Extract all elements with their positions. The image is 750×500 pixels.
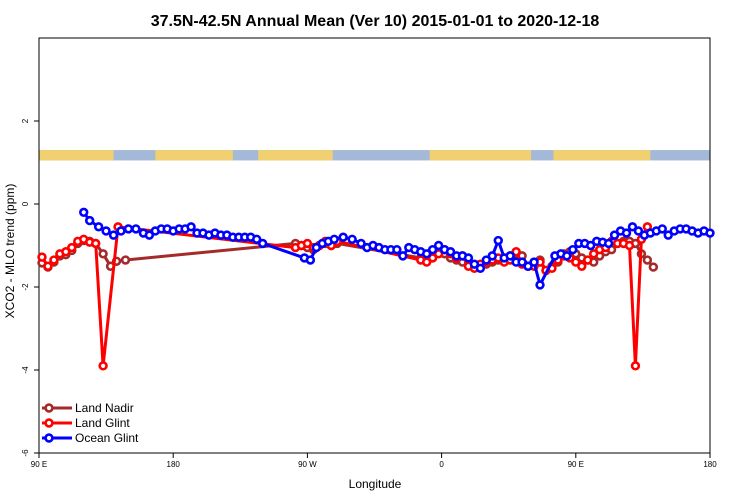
point-land-glint — [67, 242, 77, 253]
point-ocean-glint — [329, 234, 339, 244]
y-tick-label-4: 2 — [21, 118, 30, 123]
point-land-nadir — [120, 255, 131, 265]
point-land-glint — [583, 255, 593, 265]
point-ocean-glint — [475, 263, 486, 274]
point-land-glint — [630, 361, 641, 371]
point-ocean-glint — [257, 238, 268, 249]
point-land-glint — [37, 252, 47, 262]
point-land-glint — [302, 238, 313, 249]
x-axis-label: Longitude — [349, 477, 402, 491]
y-tick-label-0: -6 — [21, 449, 30, 457]
point-ocean-glint — [311, 242, 322, 253]
point-ocean-glint — [463, 253, 474, 263]
point-ocean-glint — [586, 240, 596, 251]
x-tick-label-3: 0 — [439, 460, 444, 469]
point-land-glint — [571, 257, 581, 267]
y-axis-label: XCO2 - MLO trend (ppm) — [3, 184, 17, 319]
point-ocean-glint — [445, 247, 456, 257]
x-tick-label-1: 180 — [167, 460, 181, 469]
point-ocean-glint — [144, 230, 155, 240]
legend-label-ocean-glint: Ocean Glint — [75, 431, 139, 445]
x-tick-label-4: 90 E — [568, 460, 584, 469]
point-ocean-glint — [535, 280, 545, 290]
point-land-glint — [427, 253, 438, 263]
y-tick-label-2: -2 — [21, 283, 30, 291]
point-ocean-glint — [93, 222, 104, 232]
point-ocean-glint — [116, 226, 126, 236]
x-tick-label-0: 90 E — [31, 460, 47, 469]
point-ocean-glint — [568, 244, 578, 255]
point-land-glint — [421, 257, 432, 267]
point-land-glint — [577, 261, 587, 271]
point-land-glint — [624, 240, 635, 251]
point-land-nadir — [642, 255, 653, 265]
point-land-glint — [90, 238, 101, 249]
point-ocean-glint — [347, 234, 357, 244]
point-land-glint — [49, 255, 59, 265]
legend-label-land-nadir: Land Nadir — [75, 401, 134, 415]
point-ocean-glint — [338, 232, 348, 242]
point-ocean-glint — [517, 257, 527, 267]
point-land-glint — [588, 249, 599, 259]
x-tick-label-2: 90 W — [298, 460, 317, 469]
point-ocean-glint — [481, 255, 492, 265]
point-ocean-glint — [131, 224, 141, 234]
point-ocean-glint — [101, 226, 111, 236]
point-ocean-glint — [108, 230, 119, 240]
x-tick-label-5: 180 — [703, 460, 717, 469]
legend-marker-land-glint — [44, 418, 54, 428]
point-ocean-glint — [505, 251, 515, 261]
plot-area: 90 E 180 90 W 0 90 E 180 -6 -4 -2 0 2 — [21, 37, 717, 469]
map-strip-land-0 — [39, 150, 114, 161]
chart-title: 37.5N-42.5N Annual Mean (Ver 10) 2015-01… — [151, 13, 600, 30]
point-land-glint — [61, 247, 71, 257]
point-ocean-glint — [633, 226, 644, 236]
legend-marker-land-nadir — [44, 403, 54, 413]
map-strip-ocean — [39, 150, 710, 161]
point-ocean-glint — [493, 235, 503, 246]
point-ocean-glint — [79, 207, 89, 218]
point-ocean-glint — [398, 251, 408, 261]
map-strip-land-4 — [553, 150, 651, 161]
point-land-glint — [511, 247, 521, 257]
point-ocean-glint — [487, 251, 497, 261]
point-ocean-glint — [123, 224, 134, 234]
map-strip-land-3 — [429, 150, 532, 161]
y-tick-label-1: -4 — [21, 366, 30, 374]
point-ocean-glint — [305, 255, 316, 265]
point-land-glint — [433, 249, 444, 259]
point-ocean-glint — [392, 244, 402, 255]
point-ocean-glint — [663, 230, 673, 240]
point-land-nadir — [648, 262, 659, 272]
legend-label-land-glint: Land Glint — [75, 416, 130, 430]
map-strip-land-2 — [258, 150, 333, 161]
point-land-glint — [43, 261, 53, 271]
point-ocean-glint — [84, 215, 95, 226]
point-ocean-glint — [523, 261, 533, 271]
point-ocean-glint — [657, 224, 667, 234]
point-ocean-glint — [603, 238, 614, 249]
point-ocean-glint — [529, 257, 539, 267]
point-ocean-glint — [433, 240, 444, 251]
legend-marker-ocean-glint — [44, 433, 54, 443]
point-ocean-glint — [609, 230, 620, 240]
point-land-nadir — [98, 249, 108, 259]
point-ocean-glint — [356, 238, 366, 249]
point-ocean-glint — [562, 251, 572, 261]
point-ocean-glint — [627, 222, 638, 232]
y-tick-label-3: 0 — [21, 201, 30, 206]
point-ocean-glint — [469, 259, 480, 269]
point-land-glint — [98, 361, 108, 371]
point-ocean-glint — [421, 249, 432, 259]
series-line-land-glint — [40, 225, 649, 368]
point-ocean-glint — [705, 228, 715, 238]
map-strip-land-1 — [155, 150, 233, 161]
plot-frame — [38, 37, 711, 454]
point-ocean-glint — [186, 222, 196, 232]
point-ocean-glint — [427, 244, 438, 255]
point-ocean-glint — [621, 228, 632, 238]
point-ocean-glint — [252, 234, 262, 244]
